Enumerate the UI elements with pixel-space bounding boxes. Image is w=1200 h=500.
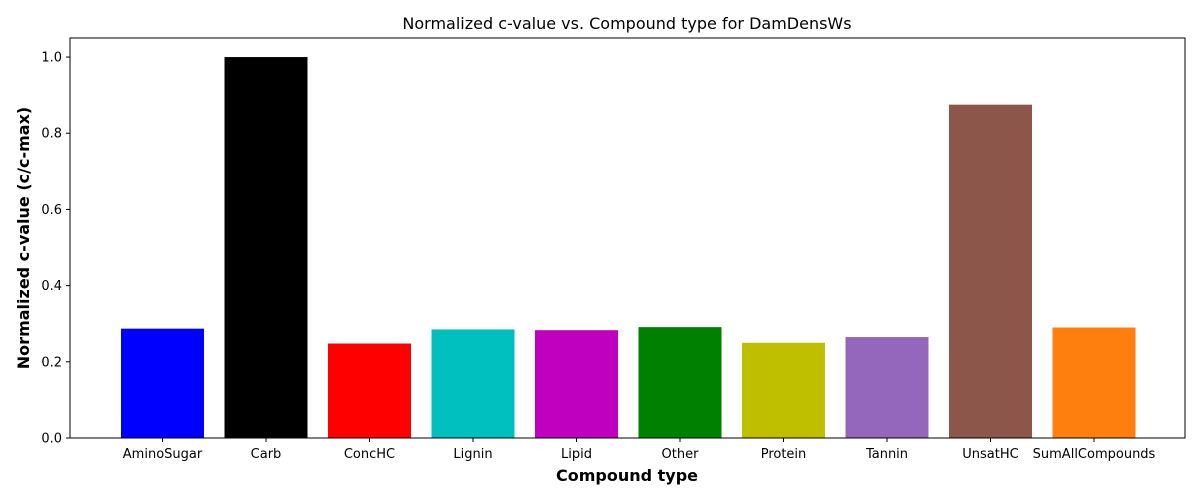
bar-conchc [328,343,411,438]
x-tick-label: Lignin [453,447,492,462]
x-tick-label: Carb [251,447,282,462]
x-axis-label: Compound type [556,466,698,485]
x-tick-label: UnsatHC [962,447,1018,462]
x-axis: AminoSugar Carb ConcHC Lignin Lipid Other Prot… [123,438,1156,462]
bar-tannin [845,337,929,438]
bar-sumallcompounds [1052,327,1136,438]
bar-other [638,327,722,438]
y-tick-label: 0.8 [41,127,62,142]
bar-protein [742,342,825,438]
x-tick-label: ConcHC [344,447,395,462]
plot-frame [69,37,1186,439]
bar-lignin [431,329,515,438]
y-axis: 0.0 0.2 0.4 0.6 0.8 1.0 [41,51,70,447]
x-tick-label: Lipid [561,447,592,462]
y-axis-label: Normalized c-value (c/c-max) [14,107,33,369]
bars-group [121,57,1136,439]
x-tick-label: AminoSugar [123,447,203,462]
chart-title: Normalized c-value vs. Compound type for… [402,14,851,33]
bar-lipid [535,330,618,438]
bar-aminosugar [121,328,204,438]
y-tick-label: 0.6 [41,203,62,218]
y-tick-label: 1.0 [41,51,62,66]
y-tick-label: 0.4 [41,279,62,294]
bar-unsathc [949,104,1032,439]
x-tick-label: Protein [761,447,807,462]
x-tick-label: Tannin [865,447,908,462]
y-tick-label: 0.0 [41,432,62,447]
y-tick-label: 0.2 [41,355,62,370]
x-tick-label: Other [662,447,700,462]
x-tick-label: SumAllCompounds [1033,447,1156,462]
bar-carb [224,57,308,439]
